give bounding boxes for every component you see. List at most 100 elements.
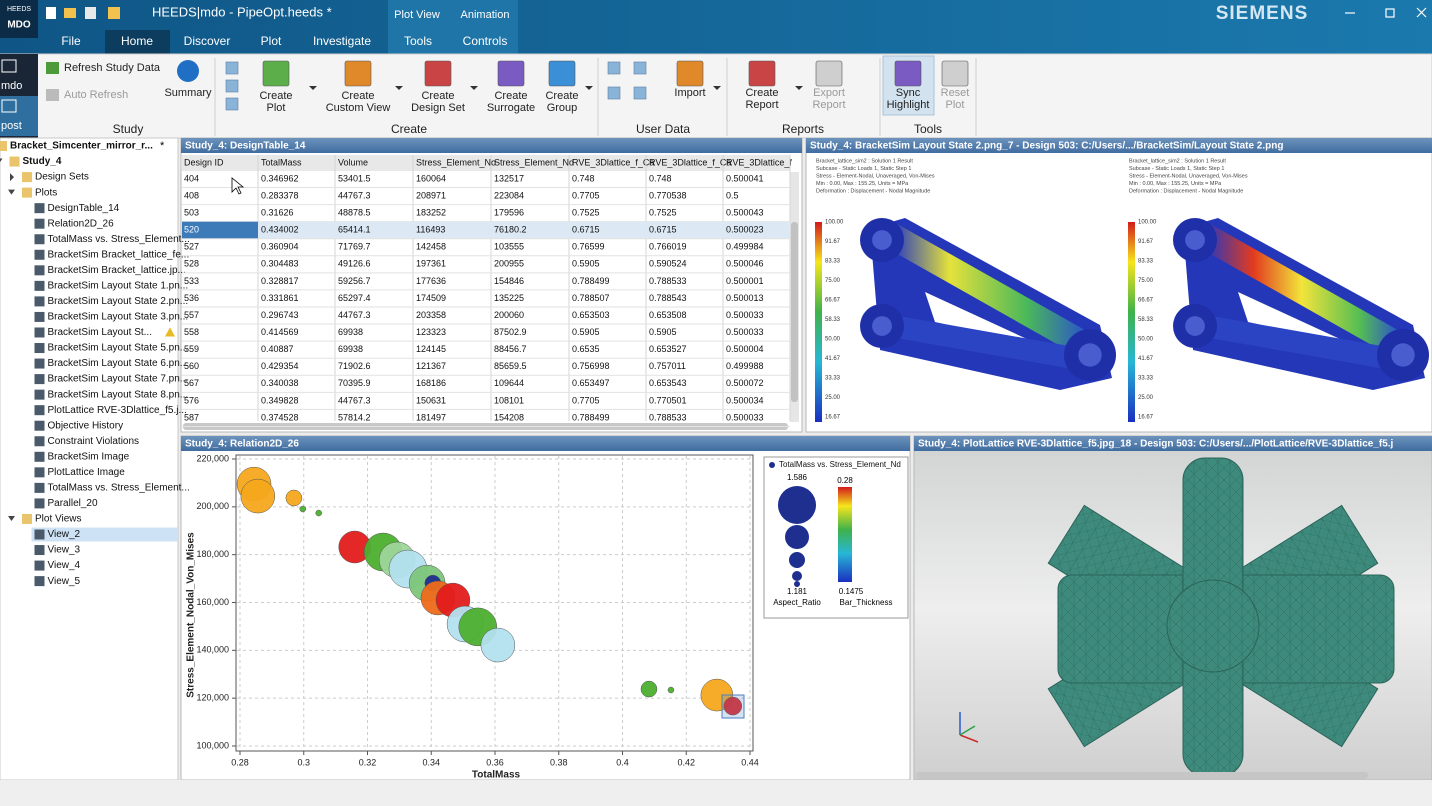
tree-expander[interactable] [0, 158, 3, 164]
ribbon-button-label[interactable]: Plot [946, 99, 965, 111]
menu-tab[interactable]: Tools [404, 34, 432, 48]
tree-expander[interactable] [8, 515, 15, 521]
ribbon-button-label[interactable]: Create [494, 90, 527, 102]
small-icon[interactable] [225, 97, 239, 111]
column-header[interactable]: Volume [338, 157, 368, 167]
small-icon[interactable] [633, 61, 647, 75]
tree-item[interactable]: BracketSim Layout State 8.pn... [48, 389, 189, 400]
tree-item[interactable]: View_5 [48, 576, 81, 587]
menu-tab[interactable]: File [61, 34, 81, 48]
ribbon-button-label[interactable]: Group [547, 102, 578, 114]
button-icon[interactable] [424, 60, 452, 87]
menu-tab[interactable]: Home [121, 34, 153, 48]
bubble[interactable] [480, 627, 516, 663]
button-icon[interactable] [548, 60, 576, 87]
tree-item[interactable]: Objective History [48, 420, 124, 431]
bubble[interactable] [723, 696, 743, 716]
button-icon[interactable] [46, 62, 59, 74]
tree-item[interactable]: TotalMass vs. Stress_Element... [48, 234, 190, 245]
ribbon-button-label[interactable]: Custom View [326, 102, 391, 114]
table-cell[interactable]: 536 [184, 293, 199, 303]
menu-tab[interactable]: Discover [184, 34, 231, 48]
tree-item[interactable]: DesignTable_14 [48, 203, 120, 214]
bubble[interactable] [299, 505, 307, 513]
dropdown-arrow[interactable] [309, 86, 317, 90]
bubble[interactable] [285, 489, 303, 507]
ribbon-button-label[interactable]: Summary [164, 87, 212, 99]
tree-item[interactable]: Parallel_20 [48, 498, 98, 509]
bubble[interactable] [640, 680, 658, 698]
tree-item[interactable]: BracketSim Layout St... [48, 327, 153, 338]
tree-item[interactable]: BracketSim Layout State 5.pn... [48, 343, 189, 354]
ribbon-button-label[interactable]: Create [259, 90, 292, 102]
column-header[interactable]: RVE_3Dlattice_f_Ca [649, 157, 731, 167]
column-header[interactable]: Design ID [184, 157, 224, 167]
column-header[interactable]: TotalMass [261, 157, 302, 167]
tree-item[interactable]: BracketSim Bracket_lattice.jp... [48, 265, 186, 276]
column-header[interactable]: RVE_3Dlattice_f_Ca [572, 157, 654, 167]
table-cell[interactable]: 576 [184, 395, 199, 405]
icon[interactable] [46, 7, 56, 19]
tree-item[interactable]: Design Sets [35, 172, 89, 183]
menu-tab[interactable]: Investigate [313, 34, 371, 48]
dropdown-arrow[interactable] [795, 86, 803, 90]
bubble[interactable] [667, 686, 675, 694]
button-icon[interactable] [815, 60, 843, 87]
ribbon-button-label[interactable]: Sync [896, 87, 921, 99]
mode-label[interactable]: post [1, 120, 22, 132]
tree-expander[interactable] [8, 189, 15, 195]
column-header[interactable]: RVE_3Dlattice_f [726, 157, 792, 167]
tree-item[interactable]: View_3 [48, 545, 81, 556]
ribbon-button-label[interactable]: Import [674, 87, 705, 99]
column-header[interactable]: Stress_Element_Nd [494, 157, 574, 167]
restore[interactable] [1385, 8, 1395, 18]
tree-item[interactable]: View_4 [48, 560, 81, 571]
table-cell[interactable]: 558 [184, 327, 199, 337]
tree-item[interactable]: Relation2D_26 [48, 218, 115, 229]
tree-item[interactable]: TotalMass vs. Stress_Element... [48, 483, 190, 494]
mode-icon[interactable] [1, 99, 17, 113]
dropdown-arrow[interactable] [395, 86, 403, 90]
tree-item[interactable]: PlotLattice Image [48, 467, 126, 478]
dropdown-arrow[interactable] [585, 86, 593, 90]
small-icon[interactable] [607, 61, 621, 75]
table-cell[interactable]: 528 [184, 259, 199, 269]
menu-tab[interactable]: Controls [463, 34, 508, 48]
small-icon[interactable] [225, 61, 239, 75]
ribbon-button-label[interactable]: Create [341, 90, 374, 102]
tree-item[interactable]: Study_4 [23, 156, 62, 167]
context-tab[interactable]: Plot View [394, 9, 440, 21]
table-cell[interactable]: 567 [184, 378, 199, 388]
close[interactable] [1416, 7, 1427, 18]
tree-item[interactable]: BracketSim Layout State 7.pn... [48, 374, 189, 385]
bubble[interactable] [315, 509, 322, 517]
icon[interactable] [108, 7, 120, 19]
mode-label[interactable]: mdo [1, 80, 22, 92]
tree-expander[interactable] [10, 173, 14, 182]
table-cell[interactable]: 404 [184, 173, 199, 183]
ribbon-button-label[interactable]: Create [545, 90, 578, 102]
tree-item[interactable]: BracketSim Layout State 2.pn... [48, 296, 189, 307]
button-icon[interactable] [46, 89, 59, 101]
table-cell[interactable]: 520 [184, 225, 199, 235]
ribbon-button-label[interactable]: Reset [941, 87, 970, 99]
button-icon[interactable] [177, 60, 199, 82]
column-header[interactable]: Stress_Element_No [416, 157, 496, 167]
button-icon[interactable] [748, 60, 776, 87]
ribbon-button-label[interactable]: Highlight [887, 99, 930, 111]
small-icon[interactable] [607, 86, 621, 100]
ribbon-button-label[interactable]: Report [812, 99, 845, 111]
ribbon-button-label[interactable]: Plot [267, 102, 286, 114]
table-cell[interactable]: 559 [184, 344, 199, 354]
tree-item[interactable]: Plots [35, 187, 57, 198]
table-cell[interactable]: 587 [184, 412, 199, 422]
icon[interactable] [85, 7, 96, 19]
table-cell[interactable]: 408 [184, 190, 199, 200]
table-cell[interactable]: 560 [184, 361, 199, 371]
scrollbar[interactable] [916, 772, 1368, 779]
ribbon-button-label[interactable]: Surrogate [487, 102, 535, 114]
tree-item[interactable]: PlotLattice RVE-3Dlattice_f5.j... [48, 405, 187, 416]
dropdown-arrow[interactable] [470, 86, 478, 90]
bubble[interactable] [240, 478, 276, 514]
ribbon-button-label[interactable]: Design Set [411, 102, 465, 114]
